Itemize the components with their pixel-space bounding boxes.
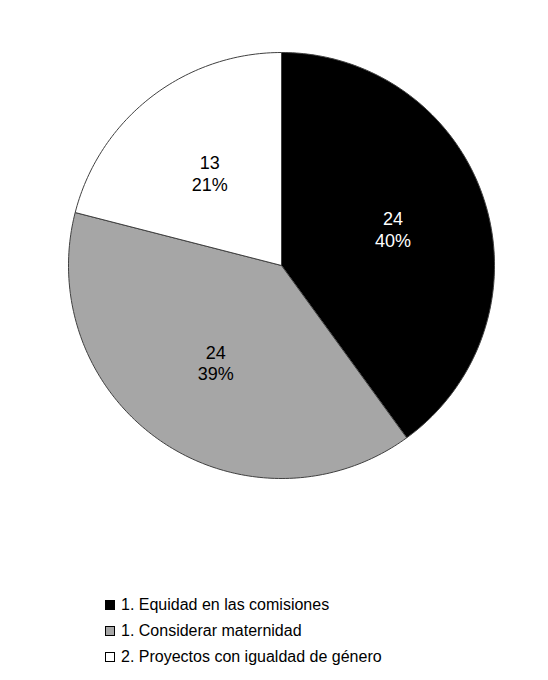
svg-text:2439%: 2439% bbox=[198, 343, 234, 385]
html-text:1. Equidad en las comisiones: 1. Equidad en las comisiones bbox=[121, 596, 330, 613]
svg-text:1321%: 1321% bbox=[192, 153, 228, 195]
html-text:1. Considerar maternidad: 1. Considerar maternidad bbox=[121, 622, 302, 639]
svg-text:2440%: 2440% bbox=[375, 209, 411, 251]
html-text:2. Proyectos con igualdad de g: 2. Proyectos con igualdad de género bbox=[121, 648, 382, 665]
